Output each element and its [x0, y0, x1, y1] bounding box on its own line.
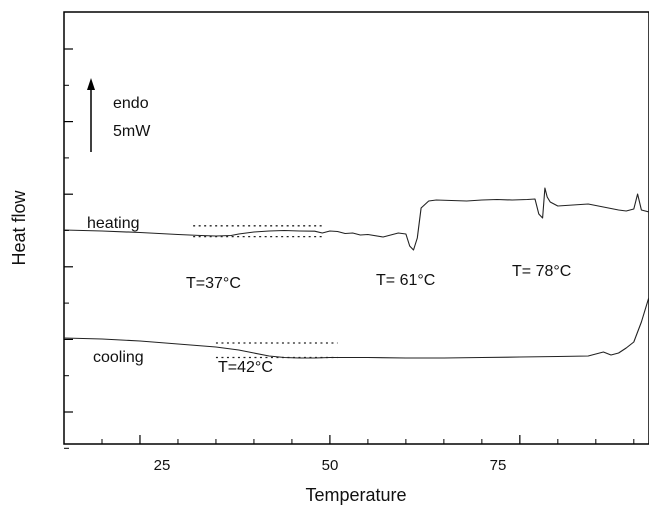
scale-5mw-label: 5mW: [113, 123, 151, 140]
annotation-t78: T= 78°C: [512, 263, 571, 280]
baseline-guides: [193, 225, 338, 359]
y-axis-ticks: [64, 48, 73, 449]
x-tick-label-75: 75: [490, 457, 507, 474]
endo-arrow-head: [87, 78, 95, 90]
annotation-t42: T=42°C: [218, 359, 273, 376]
x-axis-label: Temperature: [305, 485, 406, 505]
series-lines: [63, 187, 649, 359]
plot-frame: [63, 11, 649, 445]
x-tick-label-25: 25: [154, 457, 171, 474]
scale-endo-label: endo: [113, 95, 149, 112]
series-line-heating: [63, 187, 649, 251]
series-label-cooling: cooling: [93, 349, 144, 366]
x-axis-ticks: [101, 435, 635, 444]
series-label-heating: heating: [87, 215, 140, 232]
annotation-t37: T=37°C: [186, 275, 241, 292]
x-tick-label-50: 50: [322, 457, 339, 474]
series-line-cooling: [63, 296, 649, 359]
y-axis-label: Heat flow: [9, 189, 29, 265]
annotation-t61: T= 61°C: [376, 272, 435, 289]
